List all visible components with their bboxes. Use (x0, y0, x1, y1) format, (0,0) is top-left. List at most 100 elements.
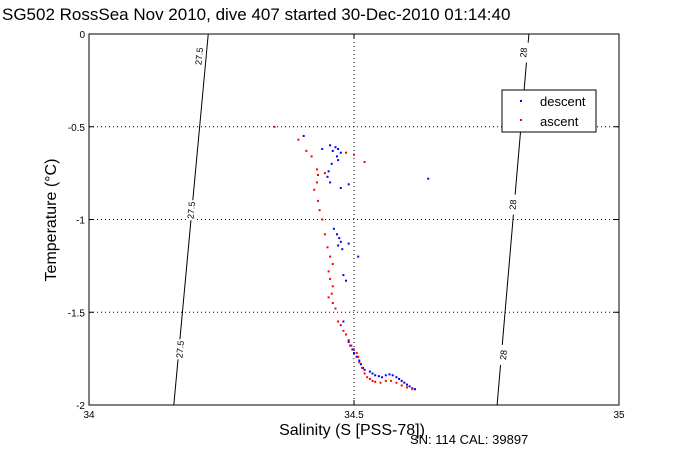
contour-label-bg (518, 42, 529, 63)
descent-point (377, 375, 380, 378)
descent-point (371, 372, 374, 375)
descent-point (337, 148, 340, 150)
ascent-point (329, 255, 332, 258)
ascent-point (361, 366, 363, 369)
legend-descent-label: descent (540, 94, 586, 109)
contour-label-bg (186, 200, 197, 221)
ascent-point (366, 376, 369, 379)
contour-label: 27.5 (174, 340, 186, 358)
contour-label: 28 (518, 47, 529, 58)
contour-label-bg (498, 344, 509, 365)
y-tick-label: -1.5 (68, 308, 86, 319)
ascent-point (353, 153, 355, 156)
ascent-point (368, 378, 371, 380)
serial-calibration-text: SN: 114 CAL: 39897 (410, 432, 528, 447)
descent-point (332, 227, 335, 230)
descent-point (388, 373, 391, 376)
ascent-point (313, 188, 316, 191)
ascent-point (337, 320, 340, 323)
ascent-point (323, 233, 326, 236)
ascent-point (273, 125, 276, 128)
descent-point (414, 388, 416, 391)
x-tick-label: 35 (613, 410, 625, 421)
descent-point (339, 151, 342, 154)
descent-point (363, 368, 366, 371)
descent-point (329, 144, 332, 147)
descent-point (326, 175, 329, 178)
descent-point (403, 381, 406, 384)
legend-box (501, 89, 597, 133)
ascent-point (318, 209, 321, 212)
descent-point (339, 187, 342, 189)
descent-point (336, 155, 338, 158)
ascent-point (331, 302, 334, 304)
ascent-point (358, 361, 361, 364)
x-tick-label: 34 (83, 410, 95, 421)
descent-point (302, 135, 305, 137)
y-tick-label: -1 (76, 216, 85, 227)
descent-point (406, 383, 408, 386)
contour-label: 28 (498, 349, 509, 360)
descent-point (341, 248, 344, 251)
descent-point (347, 183, 350, 186)
descent-point (391, 374, 394, 377)
ascent-point (317, 174, 319, 176)
ascent-point (327, 296, 330, 299)
descent-point (331, 149, 334, 152)
ascent-point (384, 379, 387, 382)
contour-label-bg (194, 46, 205, 67)
ascent-point (323, 172, 326, 175)
ascent-point (411, 388, 414, 391)
legend-ascent-marker (520, 119, 522, 121)
legend-ascent-label: ascent (540, 114, 579, 129)
ascent-point (357, 355, 360, 358)
descent-point (353, 352, 355, 355)
ascent-point (374, 380, 377, 383)
descent-point (355, 355, 358, 358)
axis-ticks: 34 34.5 35 0 -0.5 -1 -1.5 -2 (68, 30, 625, 421)
x-axis-label: Salinity (S [PSS-78]) (279, 422, 425, 439)
ascent-point (395, 381, 398, 384)
ascent-point (317, 199, 319, 202)
ascent-point (347, 339, 350, 342)
ascent-point (315, 168, 318, 171)
x-tick-label: 34.5 (344, 410, 364, 421)
descent-point (347, 242, 350, 245)
ascent-point (342, 329, 345, 332)
ascent-point (390, 379, 393, 382)
ascent-point (310, 155, 313, 158)
y-tick-label: -0.5 (68, 123, 86, 134)
contour-label: 27.5 (186, 201, 198, 219)
legend-descent-marker (520, 100, 522, 102)
descent-point (342, 274, 345, 277)
ascent-point (297, 138, 300, 141)
ascent-point (379, 381, 382, 384)
descent-point (329, 181, 332, 184)
ascent-point (353, 348, 355, 351)
ascent-point (326, 246, 329, 249)
ascent-point (330, 292, 333, 295)
ascent-point (363, 372, 366, 375)
descent-point (337, 159, 340, 162)
ascent-point (406, 386, 408, 389)
descent-point (395, 376, 398, 379)
ascent-point (400, 384, 403, 387)
ascent-point (345, 151, 347, 154)
descent-point (330, 162, 333, 165)
descent-point (347, 340, 350, 343)
legend: descent ascent (501, 89, 597, 133)
descent-point (381, 376, 384, 379)
ascent-point (331, 263, 334, 265)
descent-point (338, 237, 341, 240)
descent-point (336, 233, 338, 236)
ascent-point (327, 270, 330, 273)
ascent-point (321, 218, 324, 221)
descent-point (358, 359, 361, 362)
descent-point (398, 378, 401, 380)
descent-point (359, 363, 362, 366)
y-tick-label: 0 (79, 30, 85, 41)
ascent-point (363, 161, 366, 163)
contour-label: 27.5 (193, 47, 205, 65)
descent-point (337, 244, 340, 247)
descent-point (408, 385, 411, 388)
